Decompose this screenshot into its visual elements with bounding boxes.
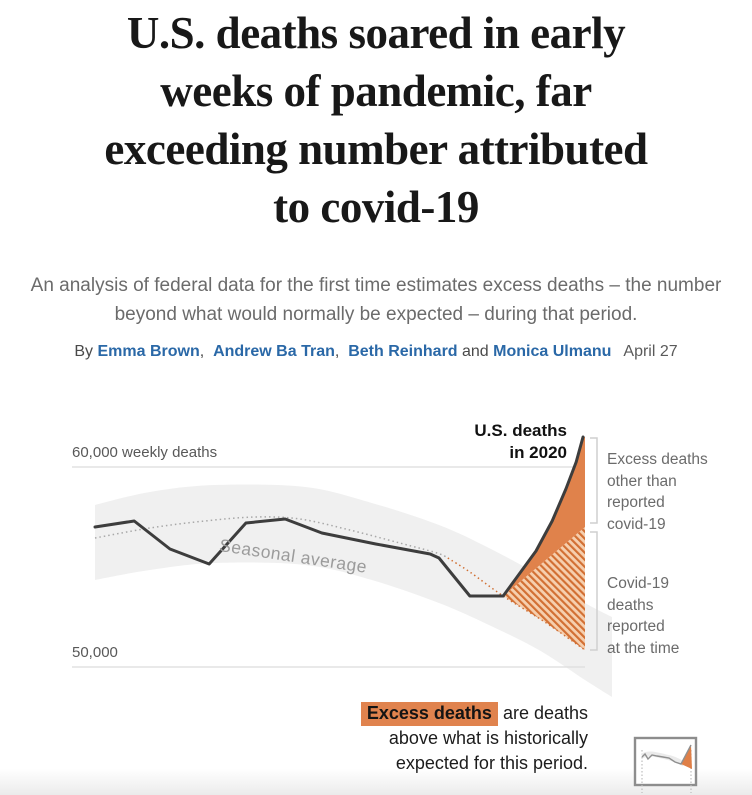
- seasonal-avg-line: [94, 516, 449, 559]
- covid-reported-label: Covid-19 deaths reported at the time: [607, 575, 680, 657]
- caption-line1-rest: are deaths: [497, 703, 588, 723]
- covid-reported-hatched-area: [503, 527, 585, 650]
- publish-date: April 27: [623, 343, 678, 360]
- byline-separator: ,: [334, 343, 349, 360]
- bracket-covid-reported: [590, 531, 598, 651]
- excess-deaths-chart: [72, 435, 612, 697]
- article-subtitle: An analysis of federal data for the firs…: [30, 275, 722, 325]
- y-axis-label-50000: 50,000: [72, 644, 118, 661]
- author-link-beth-reinhard[interactable]: Beth Reinhard: [348, 343, 458, 360]
- excess-other-solid-area: [503, 437, 585, 596]
- byline-separator: and: [457, 343, 494, 360]
- author-link-andrew-ba-tran[interactable]: Andrew Ba Tran: [213, 343, 335, 360]
- chart-minimap[interactable]: [630, 736, 700, 795]
- bracket-excess-other: [590, 437, 598, 524]
- byline: By Emma Brown, Andrew Ba Tran, Beth Rein…: [0, 343, 752, 361]
- minimap-excess-wedge: [681, 745, 692, 769]
- historical-band-area: [95, 484, 612, 697]
- excess-deaths-highlight: Excess deaths: [360, 702, 498, 726]
- author-link-monica-ulmanu[interactable]: Monica Ulmanu: [493, 343, 612, 360]
- caption-rest: above what is historically expected for …: [388, 728, 588, 773]
- deaths-2020-line: [93, 435, 585, 598]
- minimap-line: [641, 744, 692, 765]
- byline-separator: ,: [199, 343, 214, 360]
- excess-deaths-other-label: Excess deaths other than reported covid-…: [607, 451, 708, 533]
- page-bottom-fade: [0, 769, 752, 795]
- byline-prefix: By: [74, 343, 98, 360]
- page-title: U.S. deaths soared in early weeks of pan…: [104, 8, 648, 232]
- chart-caption: Excess deaths are deaths above what is h…: [268, 701, 588, 776]
- author-link-emma-brown[interactable]: Emma Brown: [97, 343, 200, 360]
- y-axis-label-60000: 60,000 weekly deaths: [72, 444, 218, 461]
- us-deaths-2020-annotation: U.S. deaths in 2020: [474, 421, 567, 462]
